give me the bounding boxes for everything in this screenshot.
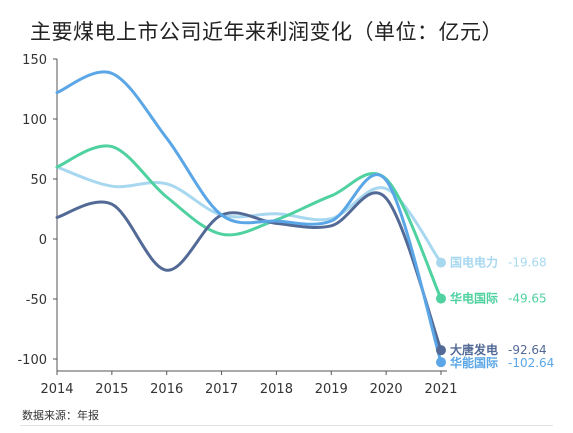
y-tick-label: 150 — [22, 53, 47, 68]
series-name-label: 大唐发电 — [450, 342, 498, 357]
y-tick-label: -50 — [26, 293, 47, 308]
end-labels: 国电电力 -19.68 华电国际 -49.65 大唐发电 -92.64 华能国际 -102.6… — [450, 255, 554, 371]
x-tick-label: 2015 — [95, 382, 128, 397]
chart-title: 主要煤电上市公司近年来利润变化（单位：亿元） — [30, 20, 503, 44]
end-markers — [436, 257, 446, 368]
end-marker — [436, 357, 446, 368]
series-name-label: 华电国际 — [450, 291, 498, 306]
x-tick-label: 2020 — [370, 382, 403, 397]
y-tick-label: -100 — [17, 353, 47, 368]
series-line — [55, 165, 443, 265]
series-line — [55, 191, 443, 352]
series-name-label: 华能国际 — [450, 355, 498, 370]
y-tick-label: 100 — [22, 113, 47, 128]
y-tick-label: 50 — [30, 173, 47, 188]
series-lines — [55, 70, 443, 364]
x-tick-label: 2018 — [260, 382, 293, 397]
end-marker — [436, 257, 446, 268]
end-value-label: -92.64 — [508, 343, 547, 357]
end-value-label: -19.68 — [508, 256, 547, 270]
end-value-label: -102.64 — [508, 356, 554, 370]
x-tick-label: 2019 — [315, 382, 348, 397]
chart-source: 数据来源：年报 — [22, 409, 99, 422]
x-tick-label: 2014 — [40, 382, 73, 397]
end-value-label: -49.65 — [508, 292, 547, 306]
series-line — [55, 70, 443, 364]
axes: -100 -50 0 50 100 150 2014 2015 2016 2017 2018 2019… — [17, 53, 457, 397]
source-divider — [20, 425, 553, 426]
series-name-label: 国电电力 — [450, 255, 498, 270]
x-tick-label: 2021 — [424, 382, 457, 397]
end-marker — [436, 345, 446, 356]
x-tick-label: 2017 — [205, 382, 238, 397]
x-tick-label: 2016 — [150, 382, 183, 397]
y-tick-label: 0 — [39, 233, 47, 248]
end-marker — [436, 293, 446, 304]
